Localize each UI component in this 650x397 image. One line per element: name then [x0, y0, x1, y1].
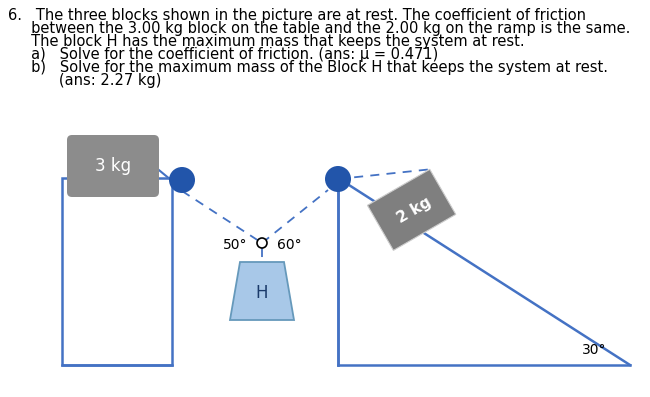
Text: between the 3.00 kg block on the table and the 2.00 kg on the ramp is the same.: between the 3.00 kg block on the table a… — [8, 21, 630, 36]
Polygon shape — [367, 170, 456, 251]
Text: 6.   The three blocks shown in the picture are at rest. The coefficient of frict: 6. The three blocks shown in the picture… — [8, 8, 586, 23]
Text: 60°: 60° — [277, 238, 302, 252]
Text: 50°: 50° — [222, 238, 247, 252]
Text: The block H has the maximum mass that keeps the system at rest.: The block H has the maximum mass that ke… — [8, 34, 525, 49]
Text: a)   Solve for the coefficient of friction. (ans: μ = 0.471): a) Solve for the coefficient of friction… — [8, 47, 438, 62]
Text: (ans: 2.27 kg): (ans: 2.27 kg) — [8, 73, 161, 88]
Circle shape — [257, 238, 267, 248]
Circle shape — [169, 167, 195, 193]
Text: H: H — [255, 284, 268, 302]
Text: b)   Solve for the maximum mass of the Block H that keeps the system at rest.: b) Solve for the maximum mass of the Blo… — [8, 60, 608, 75]
Polygon shape — [230, 262, 294, 320]
Circle shape — [325, 166, 351, 192]
FancyBboxPatch shape — [67, 135, 159, 197]
Text: 30°: 30° — [582, 343, 606, 357]
Text: 2 kg: 2 kg — [395, 194, 434, 225]
Text: 3 kg: 3 kg — [95, 157, 131, 175]
